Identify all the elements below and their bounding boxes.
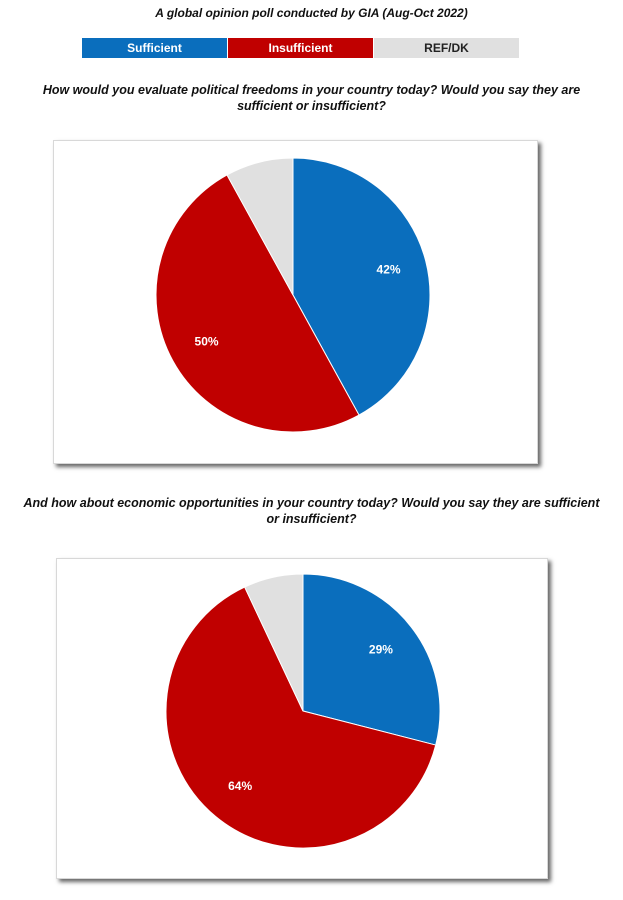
legend-entry: Sufficient — [82, 38, 227, 58]
data-label: 50% — [195, 335, 219, 349]
question: And how about economic opportunities in … — [23, 496, 600, 526]
pie-slice — [165, 586, 437, 849]
legend-entry: REF/DK — [374, 38, 519, 58]
pie-slice — [302, 573, 441, 746]
legend: Sufficient Insufficient REF/DK — [82, 38, 520, 58]
data-label: 29% — [369, 643, 393, 657]
data-label: 64% — [228, 779, 252, 793]
pie-slice — [226, 157, 294, 296]
data-label: 42% — [377, 263, 401, 277]
question: How would you evaluate political freedom… — [42, 83, 581, 113]
pie-slice — [244, 573, 304, 712]
page-title: A global opinion poll conducted by GIA (… — [155, 6, 468, 20]
pie-slice — [292, 157, 431, 416]
legend-entry: Insufficient — [228, 38, 373, 58]
pie-slice — [155, 174, 360, 433]
